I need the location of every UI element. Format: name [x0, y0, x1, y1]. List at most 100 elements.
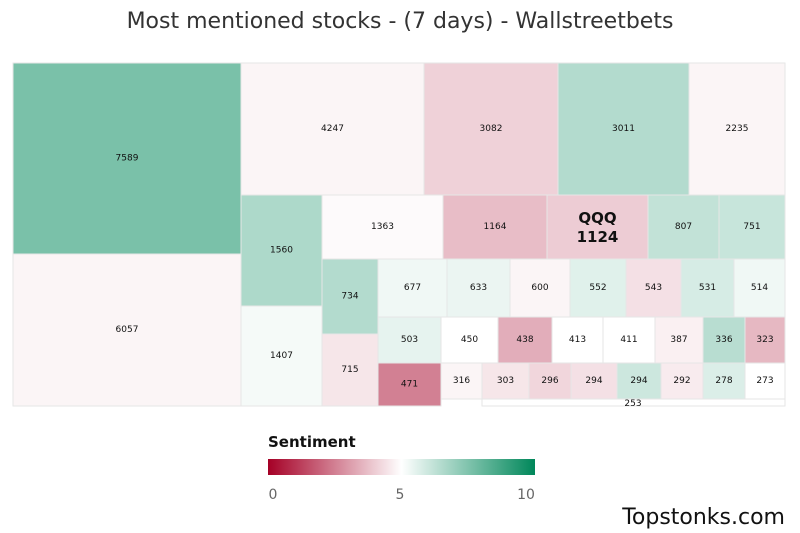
chart-title: Most mentioned stocks - (7 days) - Walls… — [126, 9, 674, 34]
tile-value-label: 1164 — [484, 222, 507, 232]
tile-value-label: 273 — [756, 376, 773, 386]
tile-value-label: 600 — [531, 283, 548, 293]
tile-value-label: 316 — [453, 376, 470, 386]
tile-value-label: 387 — [670, 335, 687, 345]
treemap-tile: 633 — [446, 258, 511, 318]
treemap-tile-rect — [12, 62, 242, 255]
treemap-tile-rect — [744, 316, 786, 364]
tile-value-label: 7589 — [116, 154, 139, 164]
treemap-tile: 677 — [377, 258, 448, 318]
tile-value-label: 6057 — [116, 325, 139, 335]
treemap-tile: 7589 — [12, 62, 242, 255]
tile-value-label: 1407 — [270, 351, 293, 361]
tile-value-label: 336 — [715, 335, 732, 345]
treemap-tile: 278 — [702, 362, 746, 400]
legend-tick-mid: 5 — [395, 487, 405, 503]
treemap-tile: 2235 — [688, 62, 786, 196]
treemap-tile-rect — [321, 194, 444, 260]
tile-value-label: 677 — [404, 283, 421, 293]
legend-tick-min: 0 — [268, 487, 278, 503]
treemap-tile: 1407 — [240, 305, 323, 407]
treemap-tile-rect — [744, 362, 786, 400]
treemap-tile-rect — [446, 258, 511, 318]
watermark-text: Topstonks.com — [622, 505, 785, 530]
treemap-tile: 292 — [660, 362, 704, 400]
treemap-tile-rect — [321, 258, 379, 335]
treemap-tile: 1164 — [442, 194, 548, 260]
treemap-tile: 323 — [744, 316, 786, 364]
treemap-tile-rect — [702, 316, 746, 364]
tile-value-label: 411 — [620, 335, 637, 345]
tile-value-label: 1124 — [577, 228, 619, 246]
treemap-tile-rect — [569, 258, 627, 318]
treemap-tile: 807 — [647, 194, 720, 260]
tile-value-label: 2235 — [726, 124, 749, 134]
tile-value-label: 323 — [756, 335, 773, 345]
treemap-tile: 413 — [551, 316, 604, 364]
treemap-tile: 3011 — [557, 62, 690, 196]
treemap-tile: 531 — [680, 258, 735, 318]
treemap-tile: 438 — [497, 316, 553, 364]
treemap-tile: 1363 — [321, 194, 444, 260]
tile-value-label: 543 — [645, 283, 662, 293]
treemap-tile: 715 — [321, 333, 379, 407]
treemap-tile: 6057 — [12, 253, 242, 407]
tile-value-label: 751 — [743, 222, 760, 232]
treemap-tile: 471 — [377, 362, 442, 407]
tile-value-label: 503 — [401, 335, 418, 345]
tile-ticker-label: QQQ — [578, 209, 616, 227]
treemap-tile: 552 — [569, 258, 627, 318]
treemap-tile-rect — [377, 258, 448, 318]
treemap-tile: 1560 — [240, 194, 323, 307]
treemap-tile-rect — [240, 305, 323, 407]
tile-value-label: 3011 — [612, 124, 635, 134]
treemap-tile: 411 — [602, 316, 656, 364]
tile-value-label: 4247 — [321, 124, 344, 134]
tile-value-label: 1560 — [270, 246, 293, 256]
sentiment-color-scale — [268, 459, 535, 475]
tile-value-label: 294 — [585, 376, 602, 386]
treemap-tile: 543 — [625, 258, 682, 318]
treemap-tile-rect — [377, 316, 442, 364]
tile-value-label: 633 — [470, 283, 487, 293]
treemap-tile-rect — [481, 398, 786, 407]
treemap-tile: 503 — [377, 316, 442, 364]
treemap-tile-rect — [625, 258, 682, 318]
treemap-tile-rect — [509, 258, 571, 318]
treemap-tile: 253 — [481, 398, 786, 409]
treemap-tile: 387 — [654, 316, 704, 364]
treemap-tile: 600 — [509, 258, 571, 318]
legend-tick-max: 10 — [517, 487, 535, 503]
treemap-tile: 296 — [528, 362, 572, 400]
treemap-tile-rect — [240, 194, 323, 307]
treemap-tile: 3082 — [423, 62, 559, 196]
treemap-tile: 294 — [570, 362, 618, 400]
treemap-tile: 303 — [481, 362, 530, 400]
legend-title: Sentiment — [268, 433, 356, 451]
tile-value-label: 303 — [497, 376, 514, 386]
treemap-tile-rect — [440, 316, 499, 364]
treemap-tile: 273 — [744, 362, 786, 400]
tile-value-label: 278 — [715, 376, 732, 386]
tile-value-label: 715 — [341, 365, 358, 375]
treemap-tile: 294 — [616, 362, 662, 400]
treemap-tile: 316 — [440, 362, 483, 400]
tile-value-label: 1363 — [371, 222, 394, 232]
treemap-tile-rect — [551, 316, 604, 364]
tile-value-label: 734 — [341, 292, 358, 302]
treemap-tile: 450 — [440, 316, 499, 364]
treemap-tile-rect — [733, 258, 786, 318]
treemap-tile-rect — [240, 62, 425, 196]
tile-value-label: 3082 — [480, 124, 503, 134]
treemap-tile: 514 — [733, 258, 786, 318]
tile-value-label: 296 — [541, 376, 558, 386]
tile-value-label: 807 — [675, 222, 692, 232]
treemap-tile-rect — [497, 316, 553, 364]
treemap-tile: 336 — [702, 316, 746, 364]
tile-value-label: 471 — [401, 380, 418, 390]
treemap-tile-rect — [423, 62, 559, 196]
treemap-tile: 734 — [321, 258, 379, 335]
treemap-tile-rect — [718, 194, 786, 260]
